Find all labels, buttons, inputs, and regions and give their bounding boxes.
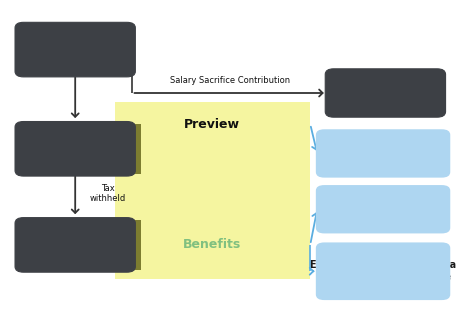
Text: Taxable Income: Taxable Income [30, 144, 121, 154]
FancyBboxPatch shape [316, 242, 450, 300]
Text: Maximum 15% tax on
contributions: Maximum 15% tax on contributions [324, 142, 442, 165]
Bar [115, 124, 141, 174]
Text: Salary Sacrifice Contribution: Salary Sacrifice Contribution [170, 76, 290, 85]
FancyBboxPatch shape [316, 129, 450, 178]
Text: Preview: Preview [183, 117, 240, 131]
FancyBboxPatch shape [15, 22, 135, 77]
Text: Take Home Income: Take Home Income [20, 240, 131, 250]
FancyBboxPatch shape [15, 122, 135, 176]
Text: Super Fund: Super Fund [352, 88, 419, 98]
Text: Benefits: Benefits [182, 238, 241, 251]
Bar [115, 102, 310, 279]
Text: Pre-tax Salary: Pre-tax Salary [33, 45, 117, 55]
Text: Reduces your taxable
income: Reduces your taxable income [323, 198, 443, 220]
FancyBboxPatch shape [316, 185, 450, 233]
Text: Effective for people with a
higher marginal tax rate: Effective for people with a higher margi… [310, 260, 456, 282]
Bar [115, 220, 141, 270]
Text: Tax
withheld: Tax withheld [89, 184, 125, 203]
FancyBboxPatch shape [325, 69, 446, 117]
FancyBboxPatch shape [15, 218, 135, 272]
